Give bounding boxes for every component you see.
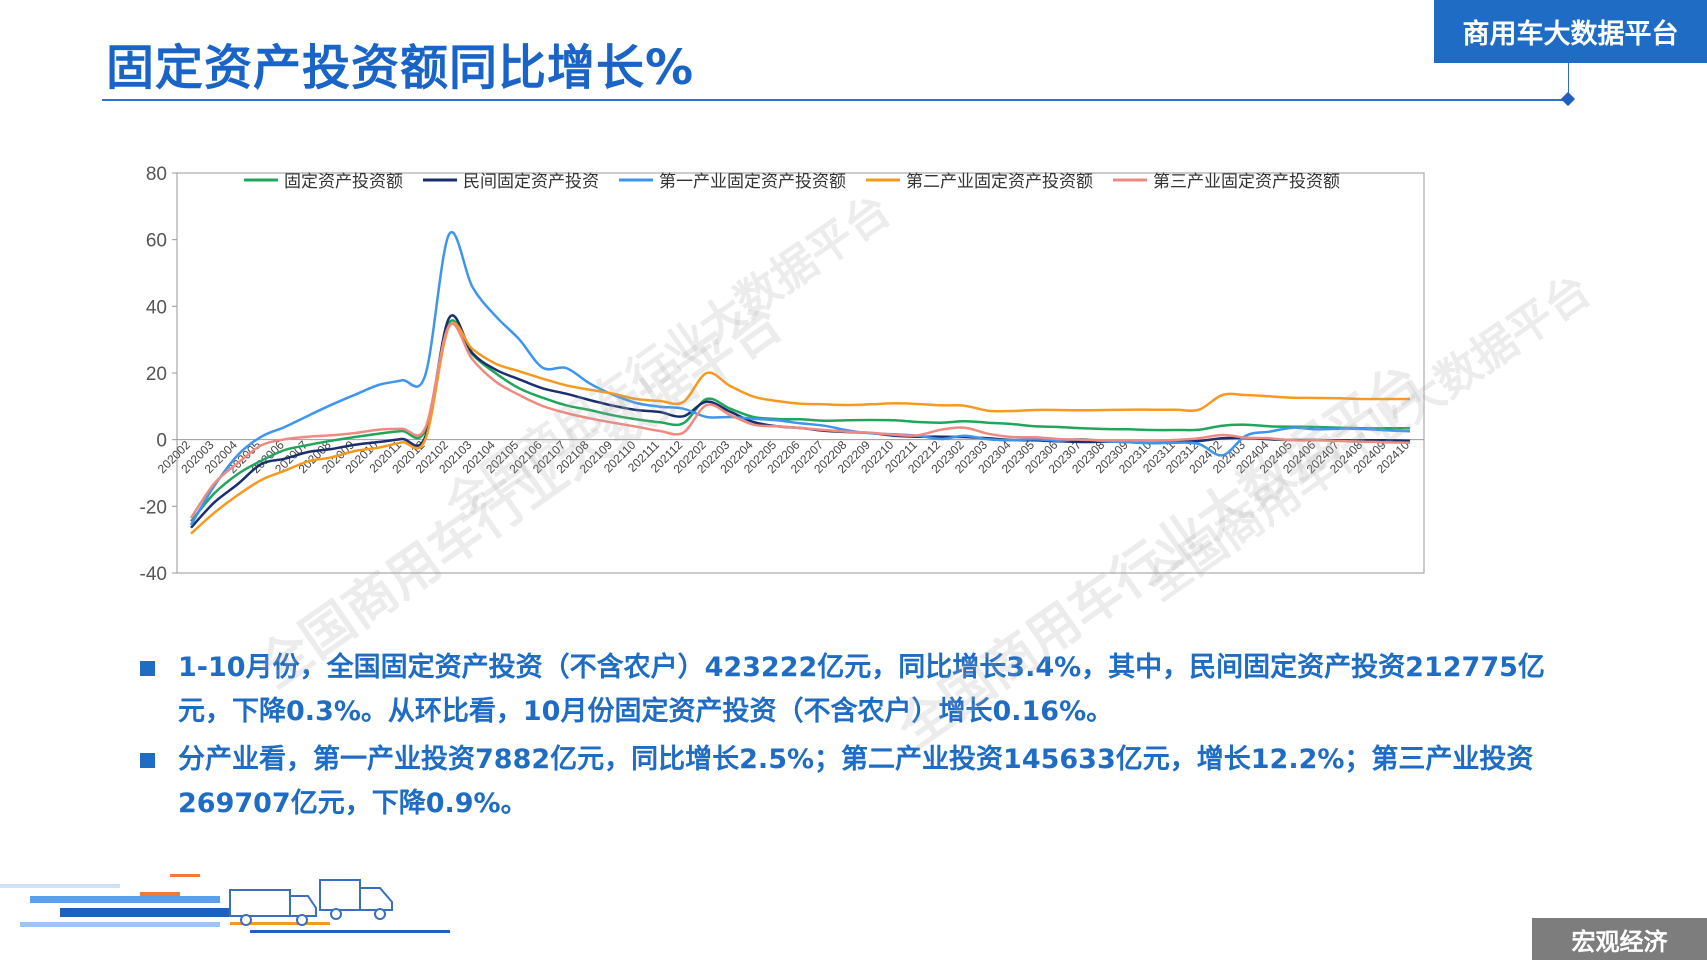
summary-bullets: 1-10月份，全国固定资产投资（不含农户）423222亿元，同比增长3.4%，其… — [138, 646, 1578, 826]
y-tick-label: -20 — [140, 497, 167, 518]
truck-decoration-graphic — [0, 874, 450, 933]
series-line — [190, 314, 1411, 529]
legend-label: 固定资产投资额 — [284, 172, 403, 192]
y-tick-label: 60 — [146, 231, 167, 252]
title-rule-stem — [1568, 63, 1569, 99]
series-line — [189, 230, 1411, 526]
title-rule — [102, 99, 1572, 101]
brand-badge: 商用车大数据平台 — [1434, 0, 1707, 63]
plot-frame — [176, 172, 1425, 574]
legend-label: 第二产业固定资产投资额 — [906, 172, 1093, 192]
legend-label: 民间固定资产投资 — [463, 172, 599, 192]
bullet-text: 1-10月份，全国固定资产投资（不含农户）423222亿元，同比增长3.4%，其… — [178, 652, 1545, 727]
title-rule-diamond — [1560, 91, 1576, 107]
chart-svg: 806040200-20-402020022020032020042020052… — [140, 164, 1425, 585]
page-title: 固定资产投资额同比增长% — [106, 40, 695, 96]
series-line — [189, 322, 1411, 519]
bullet-square-icon — [140, 753, 155, 768]
y-tick-label: 20 — [146, 364, 167, 385]
y-tick-label: -40 — [140, 564, 167, 585]
legend-label: 第三产业固定资产投资额 — [1153, 172, 1340, 192]
bullet-square-icon — [140, 661, 155, 676]
series-line — [190, 321, 1410, 535]
section-tag: 宏观经济 — [1532, 918, 1707, 960]
y-tick-label: 0 — [156, 431, 167, 452]
bullet-item: 1-10月份，全国固定资产投资（不含农户）423222亿元，同比增长3.4%，其… — [138, 646, 1578, 734]
legend-label: 第一产业固定资产投资额 — [659, 172, 846, 192]
bullet-text: 分产业看，第一产业投资7882亿元，同比增长2.5%；第二产业投资145633亿… — [178, 744, 1534, 819]
line-chart: 80 60 40 20 0 -20 -40 202002 202003 202004 202005 2… — [120, 160, 1560, 600]
bullet-item: 分产业看，第一产业投资7882亿元，同比增长2.5%；第二产业投资145633亿… — [138, 738, 1578, 826]
y-tick-label: 80 — [146, 164, 167, 185]
y-tick-label: 40 — [146, 297, 167, 318]
series-line — [190, 319, 1410, 523]
